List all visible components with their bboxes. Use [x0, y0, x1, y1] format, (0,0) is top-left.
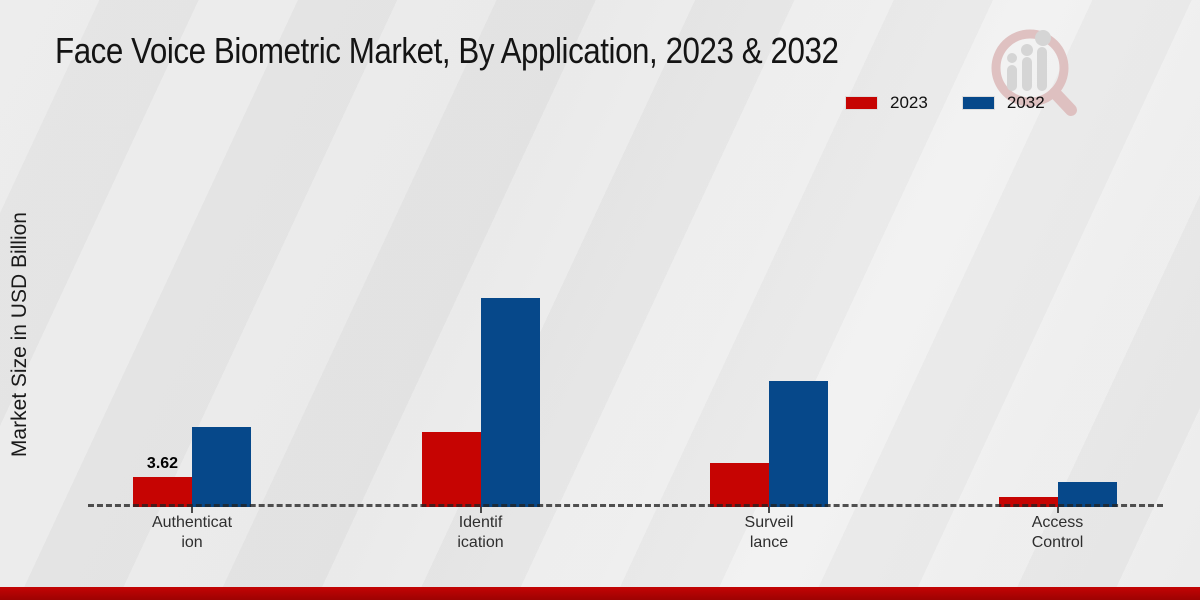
x-axis-tick [191, 507, 193, 513]
x-category-label-access-control: Access Control [1031, 514, 1084, 551]
bar-2032-identification [480, 298, 540, 507]
x-category-label-surveillance: Surveil lance [744, 514, 794, 551]
x-category-label-authentication: Authenticat ion [151, 514, 233, 551]
legend-item-2032: 2032 [961, 93, 1045, 113]
x-axis-tick [479, 507, 482, 513]
brand-logo-watermark [991, 29, 1077, 116]
bar-2032-authentication [192, 427, 251, 507]
bar-2032-surveillance [769, 381, 828, 507]
x-axis-baseline [88, 504, 1163, 507]
magnifier-handle-icon [1049, 87, 1077, 116]
legend-swatch-2023 [845, 96, 878, 110]
bar-2023-surveillance [710, 463, 769, 507]
legend-label-2023: 2023 [890, 93, 928, 112]
bar-2032-access-control [1057, 482, 1117, 507]
logo-dot-small [1007, 53, 1017, 63]
logo-dot-medium [1021, 44, 1033, 56]
magnifier-lens-icon [991, 29, 1069, 107]
bar-value-label-2023: 3.62 [146, 455, 179, 472]
logo-bar-small [1007, 65, 1017, 91]
x-category-label-identification: Identif ication [457, 514, 504, 551]
bar-2023-access-control [998, 497, 1058, 507]
x-axis-tick [1056, 507, 1059, 513]
legend-item-2023: 2023 [845, 93, 928, 113]
logo-dot-large [1035, 30, 1051, 46]
bar-2023-authentication [133, 477, 192, 507]
logo-bar-large [1037, 47, 1047, 91]
footer-accent-bar [0, 587, 1200, 600]
chart-title: Face Voice Biometric Market, By Applicat… [55, 30, 839, 71]
legend: 2023 2032 [845, 93, 1045, 113]
legend-label-2032: 2032 [1006, 93, 1045, 112]
legend-swatch-2032 [961, 96, 995, 110]
logo-bar-medium [1022, 57, 1032, 91]
bar-2023-identification [421, 432, 481, 507]
x-axis-tick [768, 507, 770, 513]
